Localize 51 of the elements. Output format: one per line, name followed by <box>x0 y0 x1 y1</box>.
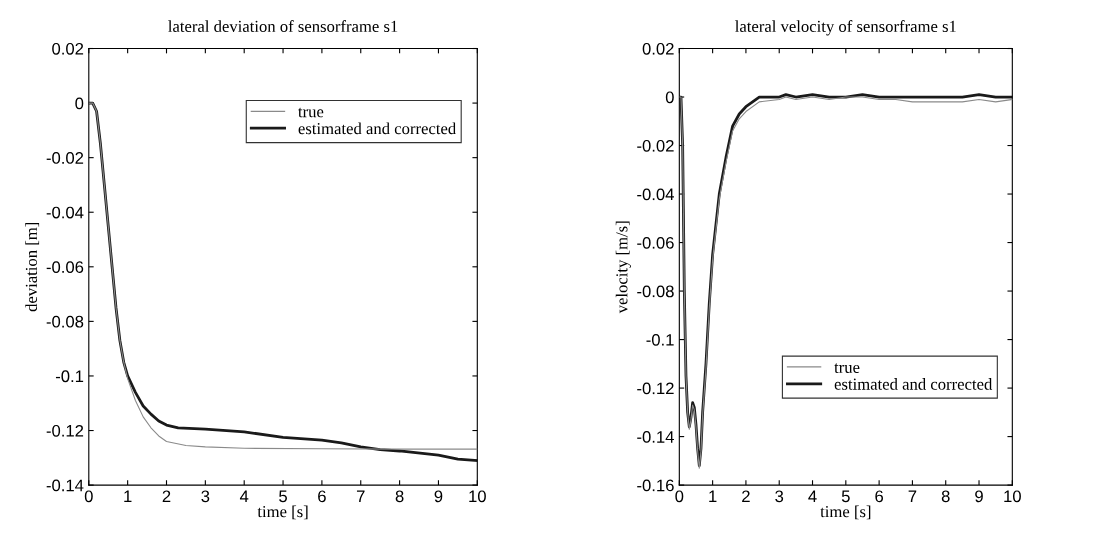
y-tick-label: -0.14 <box>46 479 84 492</box>
x-tick-label: 0 <box>675 490 684 503</box>
y-tick-label: -0.02 <box>46 152 84 164</box>
x-tick-label: 7 <box>908 490 917 503</box>
y-axis-title: deviation [m] <box>25 222 40 312</box>
y-tick-label: 0.02 <box>52 42 84 55</box>
y-tick-label: -0.12 <box>637 382 674 395</box>
x-tick-label: 2 <box>742 490 750 503</box>
y-tick-label: 0 <box>75 97 84 110</box>
x-tick-label: 8 <box>395 490 404 503</box>
y-axis-title: velocity [m/s] <box>615 221 631 314</box>
legend-label: true <box>298 107 324 118</box>
y-tick-label: -0.08 <box>46 315 84 328</box>
x-tick-label: 2 <box>162 490 171 503</box>
x-tick-label: 0 <box>84 490 93 503</box>
x-axis-title: time [s] <box>820 505 871 520</box>
x-tick-label: 9 <box>975 490 983 503</box>
x-tick-label: 3 <box>201 490 210 503</box>
x-tick-label: 6 <box>875 490 884 503</box>
x-tick-label: 7 <box>356 490 365 503</box>
x-tick-label: 5 <box>841 490 850 503</box>
y-tick-label: -0.02 <box>637 139 674 152</box>
legend-label: estimated and corrected <box>834 378 993 390</box>
x-tick-label: 4 <box>808 490 817 503</box>
x-tick-label: 10 <box>1004 490 1021 503</box>
y-tick-label: -0.06 <box>637 236 674 249</box>
y-tick-label: -0.04 <box>46 206 84 219</box>
x-tick-label: 1 <box>124 490 132 503</box>
x-tick-label: 4 <box>239 490 249 503</box>
y-tick-label: 0.02 <box>642 42 674 55</box>
y-tick-label: -0.1 <box>646 333 674 346</box>
y-tick-label: -0.1 <box>55 370 84 383</box>
y-tick-label: 0 <box>665 91 674 104</box>
x-tick-label: 9 <box>434 490 443 503</box>
chart-title: lateral deviation of sensorframe s1 <box>168 20 398 33</box>
x-tick-label: 8 <box>941 490 950 503</box>
y-tick-label: -0.12 <box>46 424 84 437</box>
x-axis-title: time [s] <box>257 505 308 520</box>
y-tick-label: -0.08 <box>637 285 674 298</box>
x-tick-label: 1 <box>709 490 717 503</box>
y-tick-label: -0.06 <box>46 261 84 274</box>
legend-label: estimated and corrected <box>298 122 456 135</box>
legend-label: true <box>834 363 860 373</box>
y-tick-label: -0.14 <box>637 430 674 443</box>
x-tick-label: 3 <box>775 490 784 503</box>
y-tick-label: -0.04 <box>637 188 674 201</box>
x-tick-label: 5 <box>279 490 287 503</box>
x-tick-label: 6 <box>318 490 326 503</box>
chart-title: lateral velocity of sensorframe s1 <box>735 20 956 36</box>
x-tick-label: 10 <box>469 490 486 503</box>
y-tick-label: -0.16 <box>637 479 674 492</box>
